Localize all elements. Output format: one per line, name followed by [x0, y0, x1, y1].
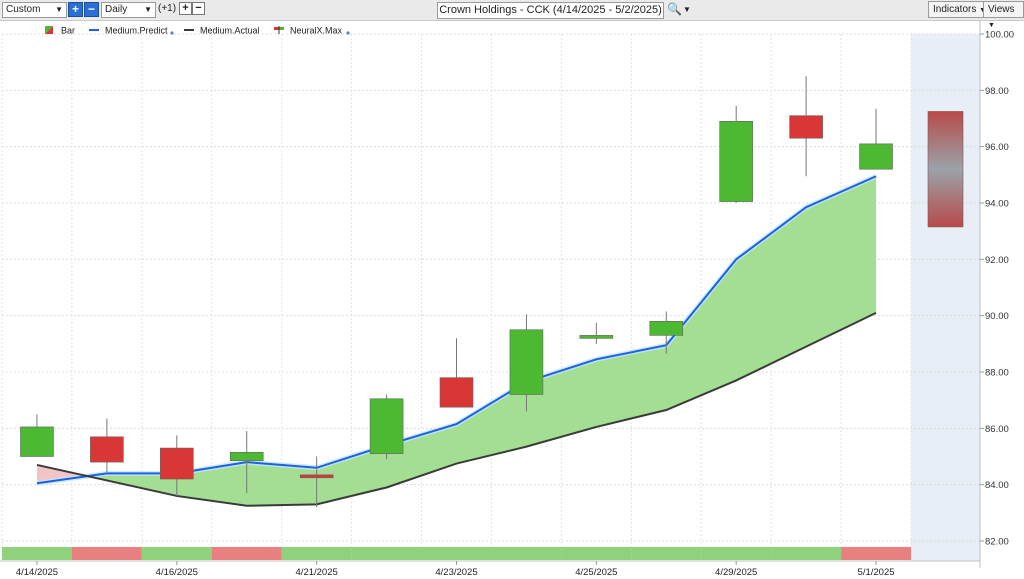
- interval-value: Daily: [105, 4, 128, 15]
- candle-body[interactable]: [719, 121, 753, 202]
- offset-plus-button[interactable]: +: [179, 2, 192, 15]
- chevron-down-icon: ▼: [55, 5, 63, 14]
- period-dropdown[interactable]: Custom ▼: [2, 2, 67, 18]
- neuralx-icon: [274, 26, 284, 34]
- legend-dot: [170, 31, 174, 35]
- negative-area: [36, 464, 88, 484]
- legend: Bar Medium.Predict Medium.Actual NeuralX.Ma…: [45, 26, 350, 36]
- x-tick-label: 5/1/2025: [858, 567, 895, 578]
- indicators-button[interactable]: Indicators ▼: [928, 1, 992, 18]
- candle-body[interactable]: [579, 335, 614, 339]
- candle-body[interactable]: [90, 436, 124, 463]
- indicators-label: Indicators: [933, 4, 977, 15]
- y-tick-label: 100.00: [985, 30, 1014, 41]
- period-value: Custom: [6, 4, 41, 15]
- price-chart[interactable]: Bar Medium.Predict Medium.Actual NeuralX.Ma…: [0, 20, 1024, 579]
- legend-swatch: [274, 27, 279, 30]
- toolbar: Custom ▼ + − Daily ▼ (+1) + − Crown Hold…: [0, 0, 1024, 29]
- candle-body[interactable]: [20, 426, 54, 457]
- candle-body[interactable]: [649, 320, 684, 336]
- zoom-in-button[interactable]: +: [68, 2, 83, 17]
- legend-label-neuralx-max: NeuralX.Max: [290, 26, 343, 36]
- candle-body[interactable]: [509, 329, 544, 395]
- spread-area: [87, 176, 877, 506]
- candle-body[interactable]: [229, 451, 264, 462]
- candle-body[interactable]: [369, 398, 404, 454]
- views-button[interactable]: Views ▼: [983, 1, 1024, 29]
- x-tick-label: 4/29/2025: [715, 567, 757, 578]
- candle-body[interactable]: [299, 474, 334, 479]
- zoom-out-button[interactable]: −: [84, 2, 99, 17]
- signal-strip-segment: [2, 547, 72, 560]
- x-tick-label: 4/21/2025: [296, 567, 338, 578]
- chevron-down-icon: ▼: [144, 5, 152, 14]
- views-label: Views: [988, 4, 1015, 15]
- y-tick-label: 90.00: [985, 311, 1009, 322]
- signal-strip-segment: [631, 547, 702, 560]
- chart-title[interactable]: Crown Holdings - CCK (4/14/2025 - 5/2/20…: [437, 2, 664, 19]
- neuralx-forecast-bar[interactable]: [927, 111, 964, 228]
- signal-strip-segment: [841, 547, 911, 560]
- signal-strip-segment: [71, 547, 142, 560]
- offset-label: (+1): [158, 3, 177, 14]
- chevron-down-icon: ▼: [988, 22, 995, 29]
- y-tick-label: 88.00: [985, 368, 1009, 379]
- signal-strip-segment: [701, 547, 772, 560]
- legend-label-medium-predict: Medium.Predict: [105, 26, 168, 36]
- y-tick-label: 82.00: [985, 537, 1009, 548]
- chevron-down-icon: ▼: [979, 7, 986, 14]
- candle-body[interactable]: [439, 377, 474, 408]
- x-tick-label: 4/25/2025: [575, 567, 617, 578]
- offset-minus-button[interactable]: −: [192, 2, 205, 15]
- signal-strip-segment: [141, 547, 212, 560]
- candle-body[interactable]: [789, 115, 823, 139]
- legend-label-medium-actual: Medium.Actual: [200, 26, 260, 36]
- y-tick-label: 92.00: [985, 255, 1009, 266]
- bar-icon: [45, 26, 53, 34]
- signal-strip-segment: [281, 547, 352, 560]
- x-tick-label: 4/16/2025: [156, 567, 198, 578]
- search-icon[interactable]: 🔍: [667, 2, 682, 16]
- signal-strip-segment: [561, 547, 632, 560]
- candle-body[interactable]: [160, 447, 194, 480]
- signal-strip-segment: [211, 547, 282, 560]
- signal-strip-segment: [421, 547, 492, 560]
- interval-dropdown[interactable]: Daily ▼: [101, 2, 156, 18]
- candle-body[interactable]: [859, 143, 893, 170]
- legend-swatch: [279, 27, 284, 30]
- legend-dot: [346, 31, 350, 35]
- y-tick-label: 86.00: [985, 424, 1009, 435]
- bar-icon-part: [45, 26, 53, 34]
- y-tick-label: 84.00: [985, 480, 1009, 491]
- y-tick-label: 98.00: [985, 86, 1009, 97]
- x-tick-label: 4/14/2025: [16, 567, 58, 578]
- y-tick-label: 96.00: [985, 142, 1009, 153]
- signal-strip-segment: [771, 547, 842, 560]
- legend-label-bar: Bar: [61, 26, 75, 36]
- signal-strip-segment: [491, 547, 562, 560]
- chevron-down-icon[interactable]: ▼: [683, 5, 691, 14]
- y-tick-label: 94.00: [985, 199, 1009, 210]
- x-tick-label: 4/23/2025: [435, 567, 477, 578]
- signal-strip-segment: [351, 547, 422, 560]
